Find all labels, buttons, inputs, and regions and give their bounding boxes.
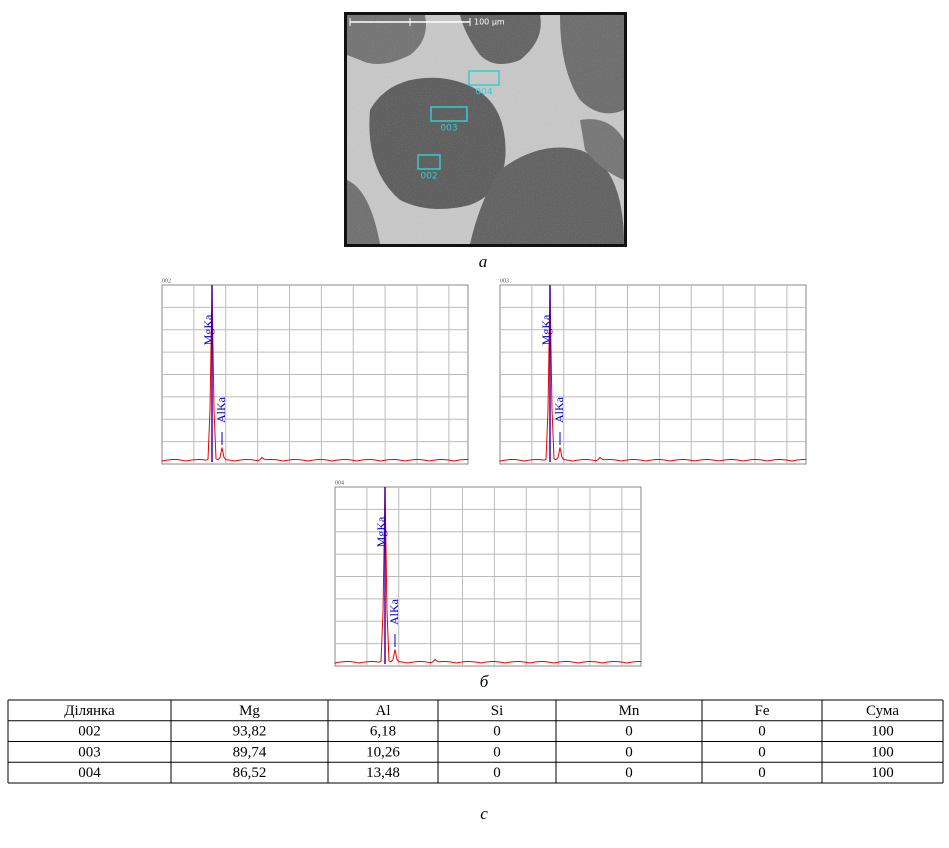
table: Ділянка Mg Al Si Mn Fe Сума 002 93,82 6,18 0 0 0 100 0… <box>8 700 943 783</box>
table-cell: 0 <box>625 744 633 760</box>
table-cell: 004 <box>78 765 101 781</box>
table-cell: 86,52 <box>233 765 267 781</box>
table-cell: 100 <box>871 744 894 760</box>
spectrum-label: 003 <box>500 278 509 284</box>
table-header: Mg <box>239 703 260 719</box>
spectrum: 003 MgKa AlKa <box>500 278 806 464</box>
caption: с <box>480 804 488 823</box>
spectrum: 002 MgKa AlKa <box>162 278 468 464</box>
peak-label: MgKa <box>201 314 215 345</box>
table-cell: 0 <box>758 744 766 760</box>
peak-label: AlKa <box>387 598 401 625</box>
table-header: Ділянка <box>64 703 115 719</box>
table-header: Al <box>376 703 391 719</box>
peak-label: MgKa <box>374 516 388 547</box>
sem-image: 100 μm <box>344 12 627 247</box>
table-header: Si <box>491 703 504 719</box>
table-cell: 0 <box>625 765 633 781</box>
spectra: 002 MgKa AlKa 003 MgKa AlKa 004 MgKa AlKa <box>162 278 806 666</box>
spectrum-label: 004 <box>335 480 344 486</box>
caption: а <box>479 252 488 271</box>
table-cell: 10,26 <box>366 744 400 760</box>
table-cell: 6,18 <box>370 724 396 740</box>
table-cell: 100 <box>871 765 894 781</box>
peak-label: MgKa <box>539 314 553 345</box>
table-cell: 13,48 <box>366 765 400 781</box>
table-cell: 0 <box>625 724 633 740</box>
region-label: 004 <box>475 88 492 98</box>
spectrum-label: 002 <box>162 278 171 284</box>
table-cell: 0 <box>758 724 766 740</box>
caption: б <box>480 672 489 691</box>
spectrum: 004 MgKa AlKa <box>335 480 641 666</box>
table-cell: 89,74 <box>233 744 267 760</box>
scale-label: 100 μm <box>474 18 505 27</box>
table-header: Сума <box>866 703 899 719</box>
table-cell: 003 <box>78 744 101 760</box>
table-cell: 0 <box>493 724 501 740</box>
table-header: Fe <box>755 703 770 719</box>
table-header: Mn <box>619 703 640 719</box>
region-label: 003 <box>440 124 457 134</box>
region-label: 002 <box>420 172 437 182</box>
peak-label: AlKa <box>214 396 228 423</box>
peak-label: AlKa <box>552 396 566 423</box>
table-cell: 0 <box>493 744 501 760</box>
table-cell: 100 <box>871 724 894 740</box>
table-cell: 0 <box>493 765 501 781</box>
figure: 100 μm 004 003 002 а 002 MgKa AlKa 003 MgKa AlK… <box>0 0 949 843</box>
table-cell: 0 <box>758 765 766 781</box>
table-cell: 002 <box>78 724 101 740</box>
table-cell: 93,82 <box>233 724 267 740</box>
